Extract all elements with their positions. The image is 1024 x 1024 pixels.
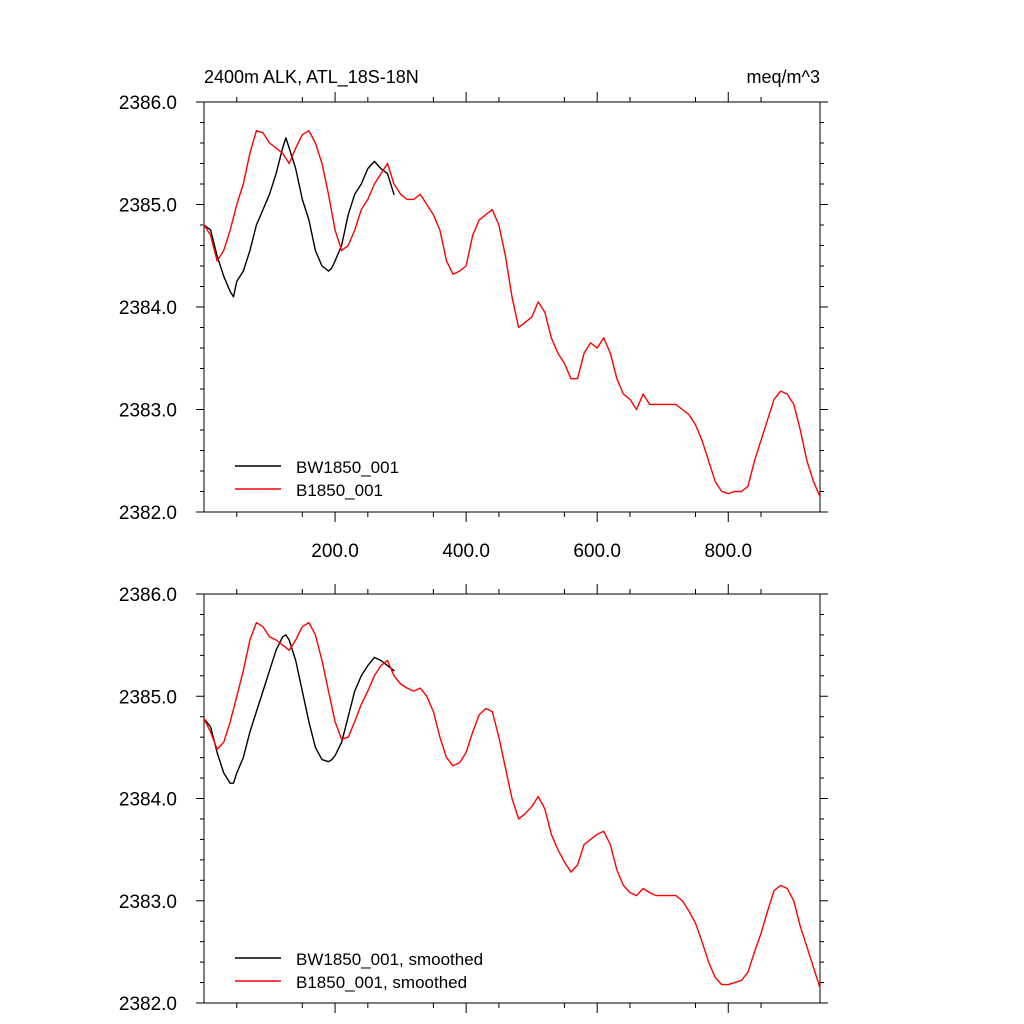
- series-line-b1850: [203, 130, 821, 498]
- bottom-line-chart: 2382.0 2383.0 2384.0 2385.0 2386.0 BW1850_001…: [119, 584, 828, 1015]
- legend-label: BW1850_001, smoothed: [296, 950, 483, 969]
- y-tick-label: 2382.0: [119, 994, 177, 1015]
- series-line-bw1850: [203, 137, 395, 298]
- y-tick-label: 2385.0: [119, 196, 177, 217]
- y-tick-label: 2386.0: [119, 93, 177, 114]
- x-tick-label: 800.0: [704, 541, 752, 562]
- y-tick-label: 2384.0: [119, 790, 177, 811]
- x-tick-label: 400.0: [442, 541, 490, 562]
- y-tick-label: 2385.0: [119, 687, 177, 708]
- series-line-b1850: [203, 621, 821, 989]
- legend-label: BW1850_001: [296, 458, 399, 477]
- series-line-bw1850: [203, 634, 395, 784]
- top-line-chart: 2382.0 2383.0 2384.0 2385.0 2386.0 200.0 400.0…: [119, 92, 828, 562]
- y-tick-label: 2384.0: [119, 298, 177, 319]
- y-tick-label: 2383.0: [119, 892, 177, 913]
- x-tick-label: 200.0: [311, 541, 359, 562]
- x-tick-label: 600.0: [573, 541, 621, 562]
- chart-units: meq/m^3: [747, 67, 820, 87]
- y-tick-label: 2382.0: [119, 503, 177, 524]
- plot-frame: [203, 101, 821, 513]
- y-tick-label: 2386.0: [119, 585, 177, 606]
- legend-label: B1850_001: [296, 481, 383, 500]
- legend-label: B1850_001, smoothed: [296, 973, 467, 992]
- y-tick-label: 2383.0: [119, 401, 177, 422]
- chart-title: 2400m ALK, ATL_18S-18N: [204, 67, 419, 88]
